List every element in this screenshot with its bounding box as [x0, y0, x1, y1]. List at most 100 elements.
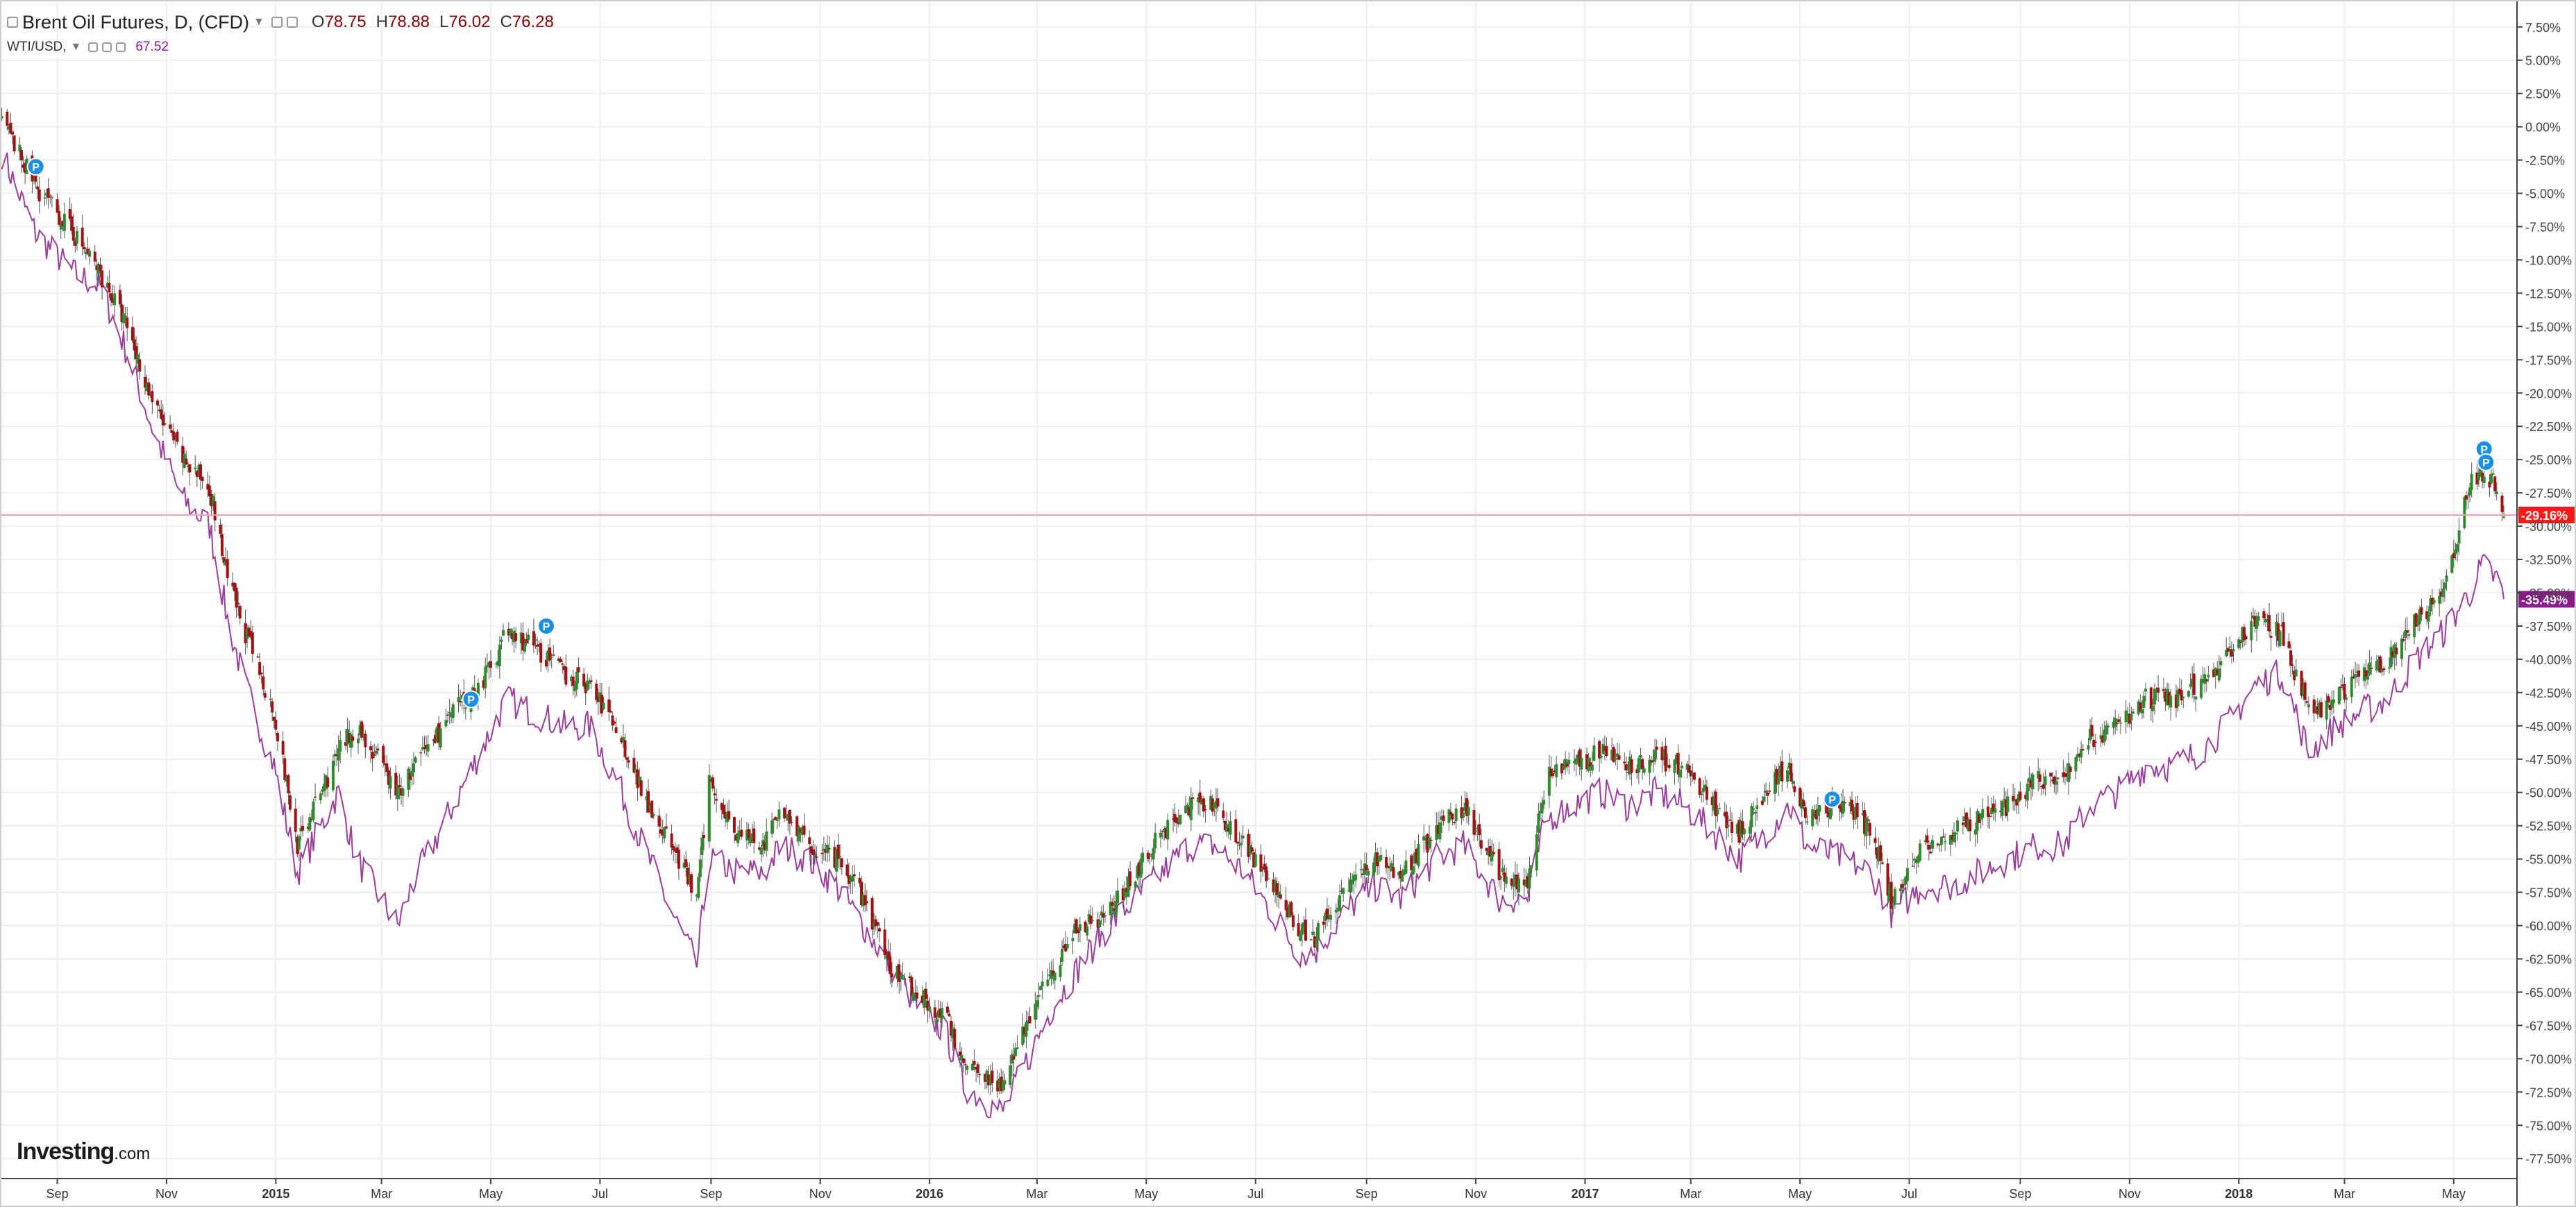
compare-symbol[interactable]: WTI/USD, [7, 40, 67, 54]
x-tick-label: Sep [47, 1187, 69, 1201]
y-tick-label: -67.50% [2525, 1019, 2572, 1033]
candle-body [1799, 787, 1802, 807]
event-marker-icon[interactable] [537, 616, 555, 635]
candle-body [645, 796, 648, 800]
candle-body [1676, 752, 1680, 775]
candle-body [845, 864, 849, 876]
candle-body [1931, 840, 1935, 849]
candle-body [1547, 766, 1551, 796]
candle-body [1136, 866, 1139, 879]
candle-body [1476, 827, 1479, 829]
candle-body [790, 821, 793, 823]
candle-body [131, 327, 134, 341]
candle-body [1874, 838, 1877, 843]
candle-body [2153, 689, 2156, 705]
candle-body [937, 1010, 941, 1018]
candle-body [2318, 702, 2321, 715]
candle-body [99, 264, 102, 271]
candle-body [1612, 747, 1615, 762]
candle-body [1551, 773, 1555, 777]
candle-body [1123, 889, 1127, 898]
visibility-icon[interactable] [271, 17, 283, 28]
visibility-icon[interactable] [88, 42, 99, 52]
candle-body [1973, 829, 1977, 835]
candle-body [2142, 695, 2146, 708]
candle-body [2232, 649, 2235, 652]
candle-body [984, 1074, 987, 1082]
candle-body [1992, 803, 1995, 811]
candle-body [1879, 845, 1883, 861]
candle-body [199, 464, 202, 480]
collapse-icon[interactable] [7, 17, 18, 28]
candle-body [2450, 555, 2454, 573]
candle-body [1186, 804, 1189, 810]
candle-body [732, 817, 736, 833]
candle-body [1664, 745, 1667, 772]
candle-body [1862, 810, 1866, 834]
candle-body [2092, 740, 2096, 748]
y-tick-label: -20.00% [2525, 387, 2572, 400]
candle-body [920, 995, 924, 1003]
candle-body [1474, 830, 1478, 832]
event-marker-icon[interactable] [462, 690, 480, 709]
candle-body [1662, 750, 1665, 757]
candle-body [113, 293, 117, 305]
settings-icon[interactable] [102, 42, 112, 52]
candle-body [1401, 872, 1404, 882]
candle-body [1413, 852, 1417, 864]
candle-body [122, 313, 126, 323]
y-tick-label: 5.00% [2525, 54, 2561, 68]
candle-body [2439, 591, 2443, 596]
candle-body [410, 770, 414, 777]
candle-body [358, 725, 362, 736]
close-icon[interactable] [116, 42, 126, 52]
candle-body [1979, 813, 1982, 820]
candle-body [1876, 847, 1879, 859]
candle-body [170, 430, 174, 433]
candle-body [833, 847, 836, 868]
event-marker-icon[interactable] [1823, 790, 1842, 809]
candle-body [1592, 745, 1596, 761]
candle-body [1209, 795, 1213, 810]
candle-body [2289, 650, 2293, 666]
candle-body [396, 785, 399, 800]
candle-body [809, 846, 813, 854]
symbol-title[interactable]: Brent Oil Futures, D, (CFD) [22, 11, 250, 33]
candle-body [958, 1052, 961, 1056]
candle-body [459, 701, 462, 702]
candle-body [2266, 620, 2269, 621]
chevron-down-icon[interactable]: ▼ [253, 16, 264, 28]
candle-body [775, 820, 779, 822]
event-marker-icon[interactable] [26, 158, 45, 176]
candle-body [1861, 813, 1864, 815]
candle-body [1286, 907, 1290, 918]
x-tick-label: Sep [1356, 1187, 1378, 1201]
candle-body [870, 897, 874, 930]
candle-body [2325, 700, 2328, 720]
candle-body [2464, 495, 2468, 500]
candle-body [898, 964, 901, 982]
candle-body [902, 978, 906, 980]
candle-body [609, 711, 612, 713]
candle-body [684, 859, 688, 867]
candle-body [312, 801, 315, 820]
settings-icon[interactable] [286, 17, 298, 28]
candle-body [163, 423, 167, 425]
candle-body [1553, 770, 1556, 773]
candle-body [37, 189, 41, 202]
candle-body [749, 838, 752, 843]
candle-body [2239, 641, 2242, 643]
event-marker-icon[interactable] [2477, 453, 2495, 472]
candle-body [1288, 904, 1291, 918]
candle-body [1440, 816, 1444, 820]
candle-body [75, 230, 78, 244]
candle-body [2074, 757, 2078, 772]
candle-body [815, 856, 818, 858]
candle-body [2418, 609, 2421, 624]
candle-body [1614, 758, 1617, 760]
candle-body [476, 682, 480, 702]
chevron-down-icon[interactable]: ▼ [70, 41, 82, 53]
candle-body [1324, 913, 1327, 921]
